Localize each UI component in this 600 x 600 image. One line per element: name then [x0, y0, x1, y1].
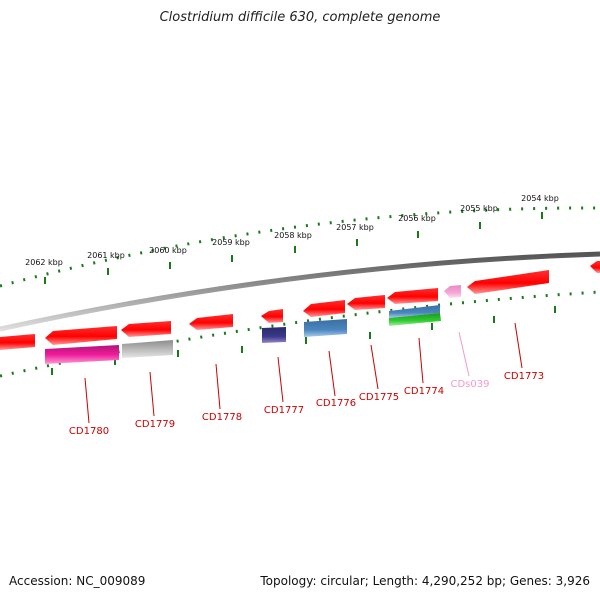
- cds-arrow: [261, 309, 283, 323]
- gene-labels: CD1780 CD1779 CD1778 CD1777 CD1776 CD177…: [69, 371, 544, 437]
- cds-arrow: [121, 321, 171, 337]
- gene-label: CD1775: [359, 392, 399, 403]
- page-title: Clostridium difficile 630, complete geno…: [159, 10, 441, 25]
- cds-arrow: [444, 285, 461, 298]
- outer-ruler: [0, 206, 600, 288]
- gene-label: CD1780: [69, 426, 109, 437]
- kbp-labels: 2062 kbp 2061 kbp 2060 kbp 2059 kbp 2058…: [25, 194, 559, 267]
- gene-label: CD1773: [504, 371, 544, 382]
- kbp-label: 2055 kbp: [460, 204, 498, 213]
- feature-bar-magenta: [45, 345, 119, 364]
- gene-label: CD1778: [202, 412, 242, 423]
- outer-ruler-major-ticks: [44, 212, 543, 284]
- cds-arrow: [0, 334, 35, 350]
- kbp-label: 2060 kbp: [149, 246, 187, 255]
- gene-label: CD1779: [135, 419, 175, 430]
- kbp-label: 2062 kbp: [25, 258, 63, 267]
- feature-bar-gray: [122, 340, 173, 358]
- accession-text: Accession: NC_009089: [9, 574, 146, 588]
- genome-backbone: [0, 251, 600, 332]
- kbp-label: 2054 kbp: [521, 194, 559, 203]
- gene-label: CD1776: [316, 398, 356, 409]
- leader-lines: [84, 322, 523, 424]
- feature-bar-steel: [304, 319, 347, 337]
- cds-features: [0, 261, 600, 350]
- cds-arrow: [467, 270, 549, 294]
- cds-arrow: [347, 295, 385, 310]
- kbp-label: 2057 kbp: [336, 223, 374, 232]
- cds-arrow: [590, 261, 600, 273]
- gene-label: CD1777: [264, 405, 304, 416]
- cds-arrow: [189, 314, 233, 330]
- cds-arrow: [45, 326, 117, 345]
- gene-label: CDs039: [451, 379, 490, 390]
- genome-summary-text: Topology: circular; Length: 4,290,252 bp…: [260, 574, 590, 588]
- gene-label: CD1774: [404, 386, 444, 397]
- feature-bars: [45, 305, 441, 364]
- cds-arrow: [387, 288, 438, 304]
- inner-ruler-major-ticks: [51, 306, 556, 375]
- kbp-label: 2059 kbp: [212, 238, 250, 247]
- feature-bar-navy: [262, 327, 286, 343]
- cds-arrow: [303, 300, 345, 317]
- feature-bar-green: [389, 313, 441, 326]
- kbp-label: 2061 kbp: [87, 251, 125, 260]
- kbp-label: 2056 kbp: [398, 214, 436, 223]
- kbp-label: 2058 kbp: [274, 231, 312, 240]
- feature-bar-steel: [389, 305, 440, 318]
